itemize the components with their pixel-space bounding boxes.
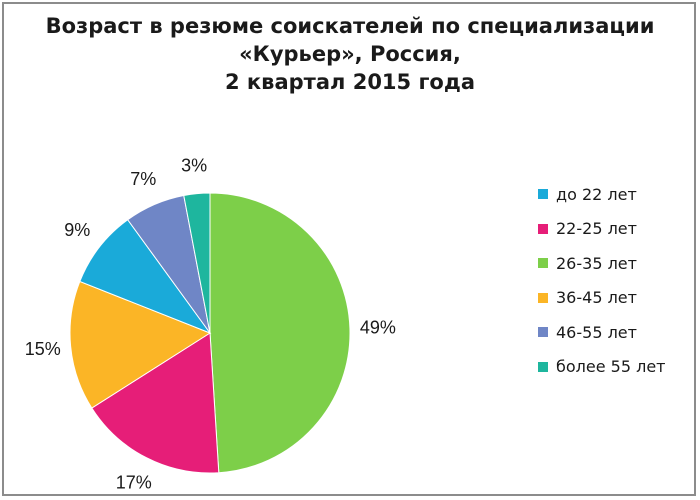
pie-slice	[91, 332, 220, 474]
legend-item: 22-25 лет	[538, 219, 666, 239]
legend-label: 26-35 лет	[556, 253, 637, 273]
legend-swatch	[538, 361, 548, 372]
chart-title-line-1: Возраст в резюме соискателей по специали…	[45, 14, 655, 38]
legend-item: 26-35 лет	[538, 253, 666, 273]
slice-percent-label: 49%	[360, 318, 396, 338]
legend-item: более 55 лет	[538, 357, 666, 377]
pie-slice	[183, 192, 211, 334]
legend-label: 46-55 лет	[556, 322, 637, 342]
slice-percent-label: 3%	[181, 156, 207, 176]
chart-title: Возраст в резюме соискателей по специали…	[0, 12, 700, 96]
pie-slice	[69, 280, 212, 409]
chart-title-line-3: 2 квартал 2015 года	[225, 70, 475, 94]
slice-percent-label: 17%	[116, 473, 152, 493]
legend-swatch	[538, 258, 548, 269]
chart-title-line-2: «Курьер», Россия,	[239, 42, 461, 66]
legend-label: 36-45 лет	[556, 288, 637, 308]
legend-swatch	[538, 292, 548, 303]
legend-swatch	[538, 223, 548, 234]
legend-swatch	[538, 189, 548, 199]
pie-slice	[209, 192, 351, 474]
legend-swatch	[538, 327, 548, 338]
legend-item: 36-45 лет	[538, 288, 666, 308]
pie-slice	[79, 219, 212, 335]
legend-label: 22-25 лет	[556, 219, 637, 239]
legend-label: более 55 лет	[556, 357, 666, 377]
slice-percent-label: 7%	[130, 169, 156, 189]
legend-item: 46-55 лет	[538, 322, 666, 342]
legend-item: до 22 лет	[538, 184, 666, 204]
chart-legend: до 22 лет 22-25 лет 26-35 лет 36-45 лет 46-5…	[538, 184, 666, 392]
slice-percent-label: 9%	[64, 220, 90, 240]
legend-label: до 22 лет	[556, 184, 637, 204]
slice-percent-label: 15%	[25, 339, 61, 359]
